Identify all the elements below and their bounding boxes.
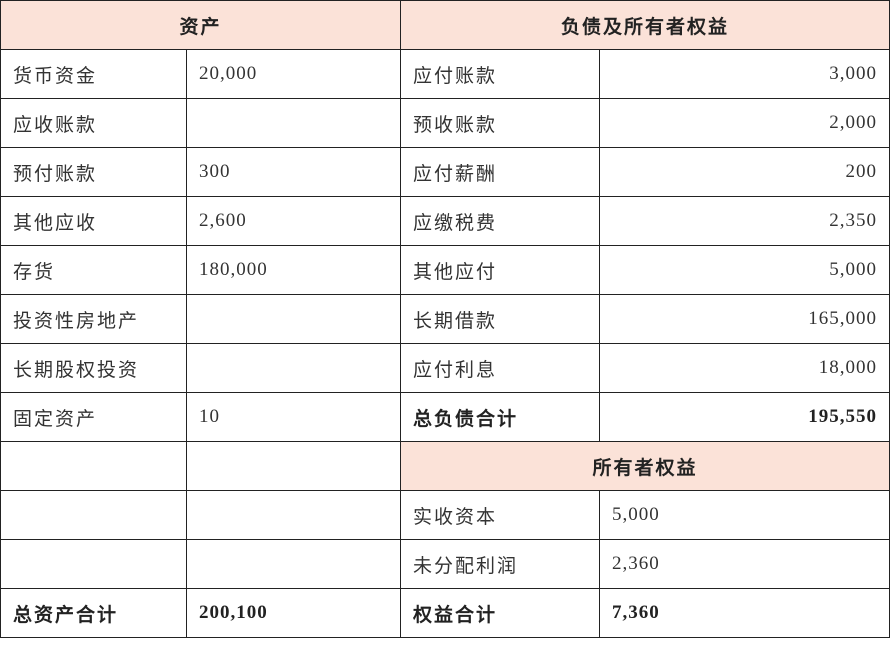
table-row: 长期股权投资 应付利息 18,000 bbox=[0, 343, 891, 393]
empty-cell bbox=[185, 539, 402, 589]
table-row: 实收资本 5,000 bbox=[0, 490, 891, 540]
empty-cell bbox=[0, 490, 187, 540]
liabilities-equity-header: 负债及所有者权益 bbox=[400, 0, 891, 50]
equity-label: 未分配利润 bbox=[400, 539, 601, 589]
liability-value: 165,000 bbox=[599, 294, 891, 344]
total-equity-label: 权益合计 bbox=[400, 588, 601, 638]
liability-value: 200 bbox=[599, 147, 891, 197]
table-row: 投资性房地产 长期借款 165,000 bbox=[0, 294, 891, 344]
liability-label: 应付薪酬 bbox=[400, 147, 601, 197]
balance-sheet-table: 资产 负债及所有者权益 货币资金 20,000 应付账款 3,000 应收账款 … bbox=[0, 0, 891, 638]
total-liabilities-value: 195,550 bbox=[599, 392, 891, 442]
table-row: 所有者权益 bbox=[0, 441, 891, 491]
table-row: 固定资产 10 总负债合计 195,550 bbox=[0, 392, 891, 442]
liability-value: 3,000 bbox=[599, 49, 891, 99]
liability-label: 应付账款 bbox=[400, 49, 601, 99]
empty-cell bbox=[0, 539, 187, 589]
equity-value: 2,360 bbox=[599, 539, 891, 589]
empty-cell bbox=[185, 490, 402, 540]
liability-value: 2,350 bbox=[599, 196, 891, 246]
asset-label: 其他应收 bbox=[0, 196, 187, 246]
table-row: 应收账款 预收账款 2,000 bbox=[0, 98, 891, 148]
assets-header: 资产 bbox=[0, 0, 402, 50]
asset-label: 预付账款 bbox=[0, 147, 187, 197]
liability-value: 18,000 bbox=[599, 343, 891, 393]
asset-label: 固定资产 bbox=[0, 392, 187, 442]
asset-label: 长期股权投资 bbox=[0, 343, 187, 393]
total-assets-label: 总资产合计 bbox=[0, 588, 187, 638]
equity-label: 实收资本 bbox=[400, 490, 601, 540]
asset-value: 180,000 bbox=[185, 245, 402, 295]
header-row: 资产 负债及所有者权益 bbox=[0, 0, 891, 50]
table-row: 存货 180,000 其他应付 5,000 bbox=[0, 245, 891, 295]
equity-value: 5,000 bbox=[599, 490, 891, 540]
table-row: 其他应收 2,600 应缴税费 2,350 bbox=[0, 196, 891, 246]
empty-cell bbox=[0, 441, 187, 491]
asset-value: 20,000 bbox=[185, 49, 402, 99]
total-assets-value: 200,100 bbox=[185, 588, 402, 638]
liability-label: 应缴税费 bbox=[400, 196, 601, 246]
liability-label: 预收账款 bbox=[400, 98, 601, 148]
liability-label: 长期借款 bbox=[400, 294, 601, 344]
owners-equity-header: 所有者权益 bbox=[400, 441, 891, 491]
empty-cell bbox=[185, 441, 402, 491]
asset-value bbox=[185, 98, 402, 148]
asset-value: 300 bbox=[185, 147, 402, 197]
asset-label: 投资性房地产 bbox=[0, 294, 187, 344]
liability-value: 2,000 bbox=[599, 98, 891, 148]
liability-label: 其他应付 bbox=[400, 245, 601, 295]
liability-value: 5,000 bbox=[599, 245, 891, 295]
total-liabilities-label: 总负债合计 bbox=[400, 392, 601, 442]
asset-value: 10 bbox=[185, 392, 402, 442]
table-row: 货币资金 20,000 应付账款 3,000 bbox=[0, 49, 891, 99]
table-row: 未分配利润 2,360 bbox=[0, 539, 891, 589]
asset-value: 2,600 bbox=[185, 196, 402, 246]
asset-value bbox=[185, 343, 402, 393]
total-equity-value: 7,360 bbox=[599, 588, 891, 638]
liability-label: 应付利息 bbox=[400, 343, 601, 393]
asset-value bbox=[185, 294, 402, 344]
asset-label: 存货 bbox=[0, 245, 187, 295]
totals-row: 总资产合计 200,100 权益合计 7,360 bbox=[0, 588, 891, 638]
asset-label: 货币资金 bbox=[0, 49, 187, 99]
asset-label: 应收账款 bbox=[0, 98, 187, 148]
table-row: 预付账款 300 应付薪酬 200 bbox=[0, 147, 891, 197]
